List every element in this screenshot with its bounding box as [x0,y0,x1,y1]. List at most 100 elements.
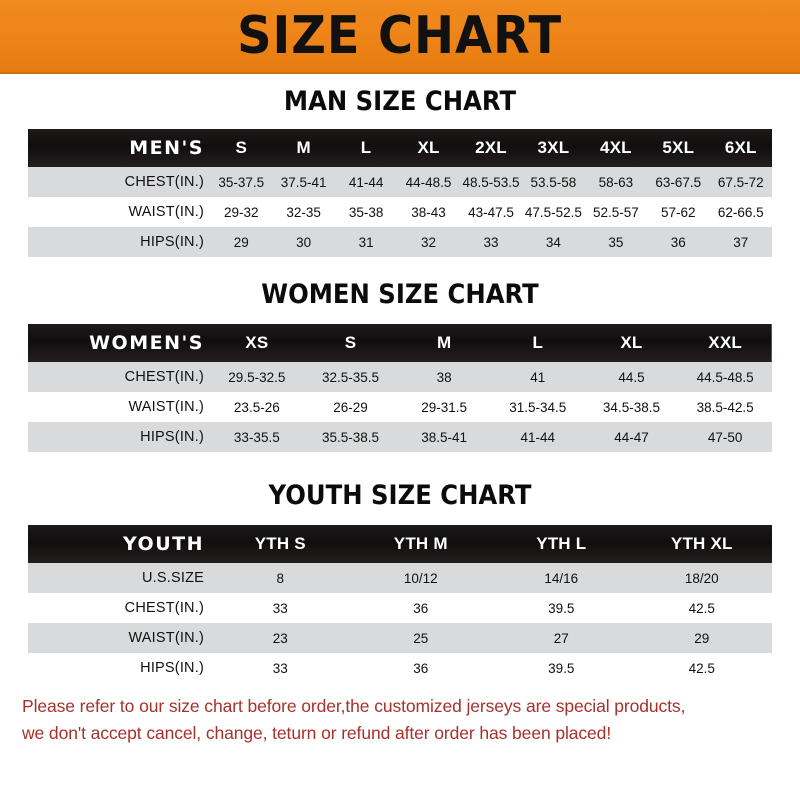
table-cell: 42.5 [631,653,772,683]
table-cell: 62-66.5 [709,197,772,227]
table-cell: 29.5-32.5 [210,362,304,392]
table-cell: 67.5-72 [709,167,772,197]
table-cell: 33-35.5 [210,422,304,452]
row-label: CHEST(IN.) [28,167,210,197]
table-cell: 25 [350,623,491,653]
table-cell: 57-62 [647,197,710,227]
row-label-header: MEN'S [129,137,204,159]
table-cell: 44.5 [584,362,679,392]
row-label: WAIST(IN.) [28,392,210,422]
row-label: WAIST(IN.) [28,623,210,653]
table-row: CHEST(IN.) 33 36 39.5 42.5 [28,593,772,623]
table-header-row: WOMEN'S XS S M L XL XXL [28,324,772,362]
row-label: U.S.SIZE [28,563,210,593]
table-row: U.S.SIZE 8 10/12 14/16 18/20 [28,563,772,593]
row-label: CHEST(IN.) [28,593,210,623]
table-cell: 29 [631,623,772,653]
table-header-row: MEN'S S M L XL 2XL 3XL 4XL 5XL 6XL [28,129,772,167]
size-table: YOUTH YTH S YTH M YTH L YTH XL U.S.SIZE 8 10/12… [28,525,772,683]
row-label: CHEST(IN.) [28,362,210,392]
row-label: HIPS(IN.) [28,422,210,452]
table-cell: 18/20 [631,563,772,593]
column-header: XXL [708,333,742,352]
column-header: S [235,138,247,157]
table-cell: 47-50 [678,422,772,452]
table-row: CHEST(IN.) 29.5-32.5 32.5-35.5 38 41 44.5 44.5… [28,362,772,392]
table-cell: 29 [210,227,273,257]
table-cell: 44-48.5 [397,167,460,197]
size-chart-sections: MAN SIZE CHART MEN'S S M L XL 2XL 3XL 4XL 5XL 6XL C… [0,86,800,683]
column-header: S [344,333,357,352]
table-row: WAIST(IN.) 23 25 27 29 [28,623,772,653]
table-cell: 26-29 [303,392,398,422]
table-cell: 41 [490,362,585,392]
table-cell: 43-47.5 [459,197,523,227]
table-row: HIPS(IN.) 29 30 31 32 33 34 35 36 37 [28,227,772,257]
table-cell: 30 [272,227,335,257]
size-chart-banner: SIZE CHART [0,0,800,74]
order-policy-note: Please refer to our size chart before or… [0,683,800,747]
note-line-1: Please refer to our size chart before or… [22,696,686,716]
column-header: L [532,333,544,352]
table-cell: 23.5-26 [210,392,304,422]
table-cell: 35-38 [334,197,398,227]
table-cell: 41-44 [334,167,398,197]
table-row: HIPS(IN.) 33-35.5 35.5-38.5 38.5-41 41-44 44-… [28,422,772,452]
column-header: 3XL [537,138,570,157]
column-header: M [436,333,452,352]
column-header: 4XL [599,138,632,157]
table-cell: 63-67.5 [647,167,710,197]
table-cell: 38-43 [397,197,460,227]
column-header: 2XL [475,138,507,157]
section-title: YOUTH SIZE CHART [268,480,532,511]
table-cell: 36 [647,227,710,257]
column-header: YTH L [536,534,587,553]
table-cell: 44.5-48.5 [678,362,772,392]
size-section-3: YOUTH SIZE CHART YOUTH YTH S YTH M YTH L YTH … [0,480,800,683]
table-cell: 37.5-41 [272,167,335,197]
size-table: MEN'S S M L XL 2XL 3XL 4XL 5XL 6XL CHEST(IN.) 35-37… [28,129,772,257]
table-cell: 38 [397,362,491,392]
column-header: 6XL [724,138,757,157]
table-cell: 32.5-35.5 [303,362,398,392]
row-label: WAIST(IN.) [28,197,210,227]
table-row: WAIST(IN.) 23.5-26 26-29 29-31.5 31.5-34.5 34… [28,392,772,422]
table-cell: 10/12 [350,563,491,593]
table-cell: 38.5-41 [397,422,491,452]
table-row: CHEST(IN.) 35-37.5 37.5-41 41-44 44-48.5 48.5… [28,167,772,197]
table-cell: 36 [350,593,491,623]
table-cell: 27 [491,623,632,653]
section-title: WOMEN SIZE CHART [261,279,539,310]
table-cell: 39.5 [491,653,632,683]
table-cell: 33 [459,227,523,257]
table-cell: 35.5-38.5 [303,422,398,452]
size-section-2: WOMEN SIZE CHART WOMEN'S XS S M L XL XXL CHEST(I… [0,279,800,452]
column-header: L [360,138,372,157]
column-header: YTH S [254,534,306,553]
table-cell: 34 [522,227,585,257]
table-cell: 35 [584,227,648,257]
column-header: M [296,138,311,157]
column-header: YTH XL [670,534,733,553]
table-cell: 33 [210,593,351,623]
table-cell: 32-35 [272,197,335,227]
table-cell: 48.5-53.5 [459,167,523,197]
table-cell: 52.5-57 [584,197,648,227]
row-label: HIPS(IN.) [28,653,210,683]
table-cell: 47.5-52.5 [522,197,585,227]
table-cell: 35-37.5 [210,167,273,197]
table-header-row: YOUTH YTH S YTH M YTH L YTH XL [28,525,772,563]
size-table: WOMEN'S XS S M L XL XXL CHEST(IN.) 29.5-32.5 32.5… [28,324,772,452]
table-cell: 36 [350,653,491,683]
table-cell: 32 [397,227,460,257]
table-cell: 44-47 [584,422,679,452]
column-header: YTH M [393,534,448,553]
table-cell: 41-44 [490,422,585,452]
table-cell: 53.5-58 [522,167,585,197]
row-label: HIPS(IN.) [28,227,210,257]
table-cell: 23 [210,623,351,653]
size-section-1: MAN SIZE CHART MEN'S S M L XL 2XL 3XL 4XL 5XL 6XL C… [0,86,800,257]
column-header: XL [620,333,643,352]
table-cell: 31.5-34.5 [490,392,585,422]
row-label-header: YOUTH [122,533,204,555]
